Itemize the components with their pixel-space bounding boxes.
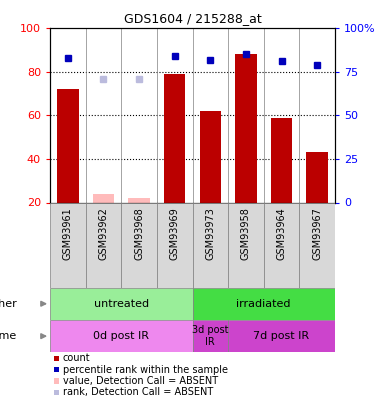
Bar: [192, 202, 228, 288]
Text: GSM93969: GSM93969: [170, 207, 180, 260]
Bar: [192, 288, 335, 320]
Bar: [228, 202, 264, 288]
Bar: [50, 202, 85, 288]
Text: percentile rank within the sample: percentile rank within the sample: [63, 365, 228, 375]
Text: count: count: [63, 354, 90, 363]
Text: GSM93961: GSM93961: [63, 207, 73, 260]
Text: untreated: untreated: [94, 299, 149, 309]
Bar: [157, 202, 192, 288]
Text: GSM93968: GSM93968: [134, 207, 144, 260]
Text: GSM93958: GSM93958: [241, 207, 251, 260]
Text: GDS1604 / 215288_at: GDS1604 / 215288_at: [124, 12, 261, 25]
Bar: [121, 202, 157, 288]
Bar: [199, 111, 221, 202]
Text: 3d post
IR: 3d post IR: [192, 325, 229, 347]
Bar: [306, 152, 328, 202]
Text: value, Detection Call = ABSENT: value, Detection Call = ABSENT: [63, 376, 218, 386]
Bar: [235, 54, 257, 202]
Text: irradiated: irradiated: [236, 299, 291, 309]
Bar: [264, 202, 300, 288]
Text: rank, Detection Call = ABSENT: rank, Detection Call = ABSENT: [63, 388, 213, 397]
Bar: [228, 320, 335, 352]
Bar: [57, 90, 79, 202]
Text: GSM93964: GSM93964: [276, 207, 286, 260]
Bar: [50, 320, 192, 352]
Text: 7d post IR: 7d post IR: [253, 331, 310, 341]
Text: GSM93973: GSM93973: [205, 207, 215, 260]
Bar: [128, 198, 150, 202]
Bar: [85, 202, 121, 288]
Bar: [93, 194, 114, 202]
Text: 0d post IR: 0d post IR: [93, 331, 149, 341]
Text: time: time: [0, 331, 17, 341]
Bar: [192, 320, 228, 352]
Text: other: other: [0, 299, 17, 309]
Bar: [164, 74, 186, 202]
Bar: [271, 117, 292, 202]
Bar: [50, 288, 192, 320]
Text: GSM93962: GSM93962: [99, 207, 109, 260]
Bar: [300, 202, 335, 288]
Text: GSM93967: GSM93967: [312, 207, 322, 260]
